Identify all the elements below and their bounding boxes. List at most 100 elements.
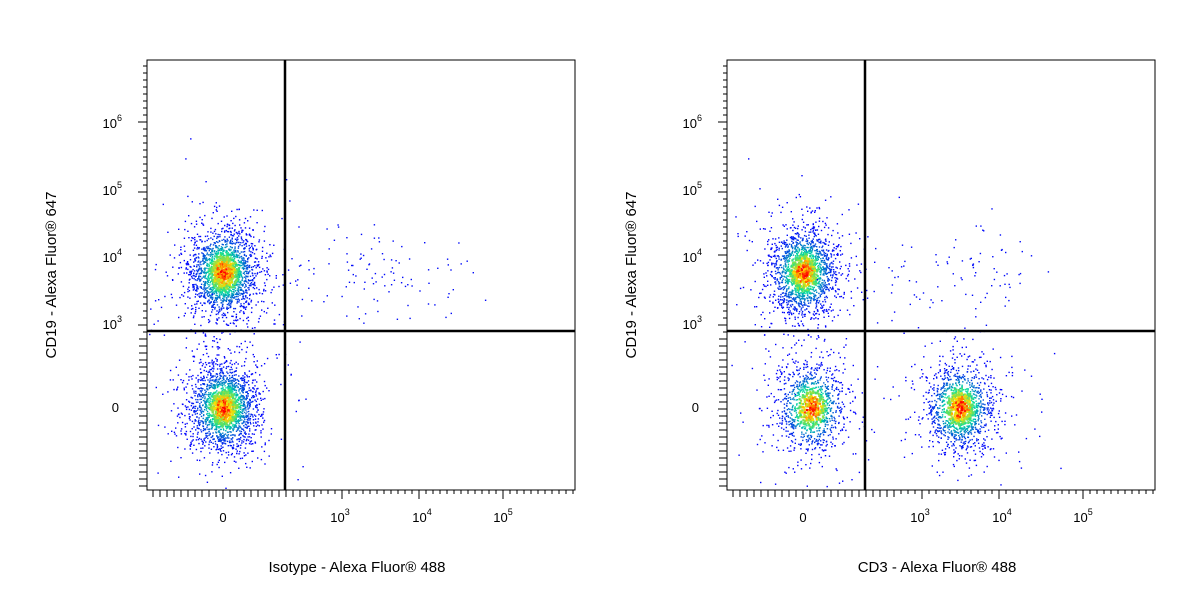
- event-dot: [822, 306, 824, 308]
- event-dot: [197, 288, 199, 290]
- event-dot: [253, 287, 256, 290]
- event-dot: [248, 398, 251, 401]
- event-dot: [189, 270, 191, 273]
- event-dot: [220, 369, 222, 372]
- event-dot: [393, 279, 396, 281]
- event-dot: [191, 350, 193, 352]
- event-dot: [218, 401, 221, 404]
- event-dot: [245, 301, 247, 303]
- event-dot: [218, 385, 220, 387]
- event-dot: [224, 381, 226, 384]
- event-dot: [169, 379, 172, 381]
- event-dot: [253, 333, 255, 335]
- event-dot: [221, 228, 223, 230]
- event-dot: [216, 259, 219, 262]
- event-dot: [237, 363, 239, 365]
- event-dot: [214, 297, 217, 299]
- event-dot: [209, 282, 211, 284]
- event-dot: [234, 290, 237, 292]
- event-dot: [235, 319, 237, 321]
- event-dot: [210, 287, 212, 289]
- event-dot: [204, 401, 206, 404]
- event-dot: [240, 255, 243, 258]
- event-dot: [218, 311, 220, 314]
- event-dot: [199, 459, 201, 462]
- event-dot: [227, 451, 230, 453]
- event-dot: [224, 313, 226, 315]
- event-dot: [205, 272, 207, 275]
- event-dot: [206, 239, 208, 242]
- event-dot: [214, 422, 217, 425]
- event-dot: [185, 433, 187, 435]
- event-dot: [348, 281, 351, 283]
- event-dot: [784, 295, 786, 297]
- event-dot: [219, 257, 222, 260]
- event-dot: [214, 375, 216, 377]
- event-dot: [202, 399, 205, 402]
- event-dot: [203, 375, 205, 377]
- event-dot: [784, 286, 786, 288]
- event-dot: [200, 410, 202, 412]
- event-dot: [203, 393, 206, 395]
- event-dot: [178, 359, 181, 361]
- event-dot: [242, 262, 245, 264]
- event-dot: [211, 436, 214, 438]
- event-dot: [233, 262, 237, 265]
- event-dot: [196, 459, 198, 461]
- event-dot: [778, 204, 781, 207]
- event-dot: [790, 237, 793, 240]
- event-dot: [263, 310, 265, 313]
- event-dot: [183, 387, 185, 389]
- event-dot: [230, 303, 232, 305]
- event-dot: [207, 291, 210, 293]
- event-dot: [218, 308, 221, 310]
- event-dot: [211, 254, 213, 256]
- event-dot: [197, 407, 199, 409]
- event-dot: [773, 310, 775, 312]
- event-dot: [230, 262, 233, 265]
- event-dot: [204, 248, 206, 250]
- event-dot: [225, 297, 228, 299]
- event-dot: [242, 422, 245, 424]
- event-dot: [250, 301, 252, 303]
- event-dot: [246, 234, 248, 236]
- event-dot: [824, 261, 826, 264]
- event-dot: [189, 259, 192, 261]
- event-dot: [228, 380, 230, 382]
- event-dot: [213, 255, 216, 257]
- event-dot: [221, 239, 223, 241]
- event-dot: [258, 393, 260, 395]
- event-dot: [308, 269, 310, 271]
- event-dot: [827, 233, 829, 236]
- event-dot: [242, 396, 245, 398]
- event-dot: [786, 202, 788, 204]
- event-dot: [211, 311, 213, 313]
- event-dot: [248, 410, 250, 413]
- event-dot: [238, 301, 240, 303]
- event-dot: [216, 381, 219, 383]
- event-dot: [175, 304, 178, 306]
- event-dot: [181, 294, 183, 296]
- event-dot: [297, 279, 299, 281]
- event-dot: [192, 237, 194, 240]
- event-dot: [228, 264, 231, 267]
- event-dot: [400, 282, 403, 284]
- event-dot: [252, 395, 255, 397]
- event-dot: [209, 371, 211, 374]
- event-dot: [241, 245, 243, 247]
- event-dot: [250, 242, 253, 245]
- event-dot: [210, 436, 212, 439]
- event-dot: [790, 281, 792, 283]
- event-dot: [239, 264, 241, 266]
- event-dot: [180, 281, 183, 283]
- event-dot: [237, 268, 240, 271]
- event-dot: [803, 234, 806, 237]
- event-dot: [817, 233, 820, 235]
- event-dot: [206, 435, 208, 437]
- event-dot: [215, 250, 218, 253]
- event-dot: [783, 256, 786, 259]
- event-dot: [752, 264, 754, 266]
- event-dot: [255, 275, 257, 277]
- event-dot: [199, 235, 202, 238]
- event-dot: [793, 335, 795, 337]
